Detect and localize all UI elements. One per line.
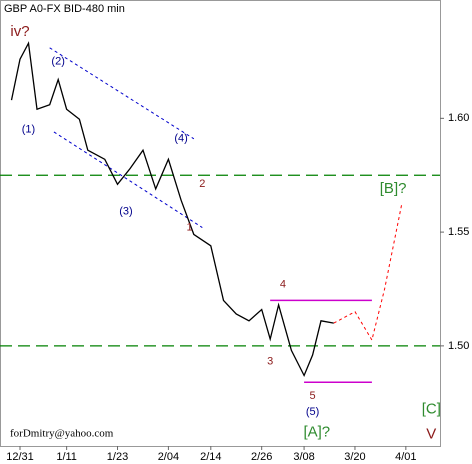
y-tick-label: 1.50 <box>448 340 469 352</box>
x-tick-label: 4/01 <box>395 451 416 463</box>
wave-label: 2 <box>199 178 205 190</box>
trend-line <box>49 47 195 140</box>
plot-frame <box>0 0 441 447</box>
wave-label: 3 <box>267 356 273 368</box>
y-tick-label: 1.60 <box>448 112 469 124</box>
price-line <box>10 41 334 378</box>
x-tick-label: 2/26 <box>251 451 272 463</box>
wave-label: 5 <box>309 390 315 402</box>
x-tick-label: 2/04 <box>158 451 179 463</box>
wave-label: (1) <box>22 124 35 136</box>
x-tick-label: 3/08 <box>293 451 314 463</box>
wave-label: [B]? <box>380 180 407 197</box>
projection-line <box>333 204 403 342</box>
wave-label: iv? <box>10 23 29 40</box>
x-tick-label: 12/31 <box>6 451 34 463</box>
wave-label: 1 <box>187 221 193 233</box>
x-tick-label: 3/20 <box>344 451 365 463</box>
y-tick-label: 1.55 <box>448 226 469 238</box>
chart-title: GBP A0-FX BID-480 min <box>4 3 125 15</box>
wave-label: (3) <box>119 206 132 218</box>
wave-label: (5) <box>306 406 319 418</box>
watermark: forDmitry@yahoo.com <box>10 428 114 440</box>
wave-label: 4 <box>280 278 286 290</box>
wave-label: (2) <box>51 55 64 67</box>
x-tick-label: 1/11 <box>56 451 77 463</box>
wave-label: (4) <box>174 133 187 145</box>
x-tick-label: 2/14 <box>200 451 221 463</box>
wave-label: V <box>426 426 436 443</box>
wave-label: [A]? <box>303 423 330 440</box>
wave-label: [C] <box>422 401 441 418</box>
x-tick-label: 1/23 <box>107 451 128 463</box>
